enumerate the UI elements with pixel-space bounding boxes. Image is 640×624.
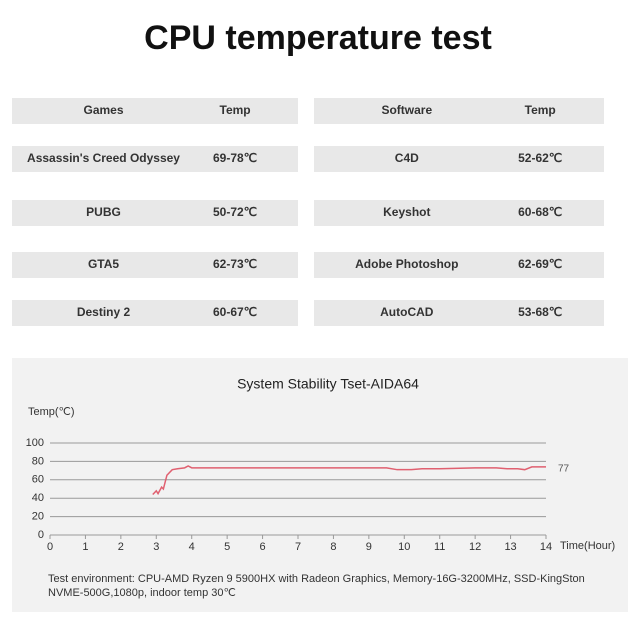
- y-tick-label: 60: [32, 474, 44, 486]
- x-tick-label: 7: [295, 541, 301, 553]
- table-cell: Keyshot: [383, 205, 430, 219]
- y-axis-label: Temp(℃): [28, 406, 75, 418]
- table-cell: 69-78℃: [213, 151, 257, 165]
- x-tick-label: 3: [153, 541, 159, 553]
- x-tick-label: 13: [504, 541, 516, 553]
- chart-title: System Stability Tset-AIDA64: [237, 376, 419, 392]
- table-cell: GTA5: [88, 257, 119, 271]
- table-header: Games: [84, 103, 124, 117]
- y-tick-label: 100: [26, 437, 44, 449]
- table-row: [314, 146, 604, 172]
- table-cell: 60-67℃: [213, 305, 257, 319]
- y-tick-label: 40: [32, 492, 44, 504]
- y-tick-label: 0: [38, 529, 44, 541]
- table-cell: 53-68℃: [518, 305, 562, 319]
- x-tick-label: 4: [189, 541, 195, 553]
- x-tick-label: 1: [82, 541, 88, 553]
- table-header: Software: [381, 103, 432, 117]
- table-row: [12, 98, 298, 124]
- x-tick-label: 11: [434, 541, 445, 553]
- table-cell: Destiny 2: [77, 305, 131, 319]
- table-row: [12, 146, 298, 172]
- table-header: Temp: [220, 103, 251, 117]
- x-tick-label: 10: [398, 541, 410, 553]
- table-row: [12, 252, 298, 278]
- x-tick-label: 9: [366, 541, 372, 553]
- table-row: [12, 300, 298, 326]
- table-cell: C4D: [395, 151, 419, 165]
- x-tick-label: 5: [224, 541, 230, 553]
- table-cell: 50-72℃: [213, 205, 257, 219]
- annotation: 77: [558, 464, 570, 475]
- table-cell: 62-69℃: [518, 257, 562, 271]
- y-tick-label: 80: [32, 455, 44, 467]
- table-cell: AutoCAD: [380, 305, 434, 319]
- table-row: [12, 200, 298, 226]
- x-axis-label: Time(Hour): [560, 540, 615, 552]
- data-line: [152, 465, 546, 496]
- table-row: [314, 252, 604, 278]
- x-tick-label: 12: [469, 541, 481, 553]
- x-tick-label: 8: [330, 541, 336, 553]
- table-row: [314, 200, 604, 226]
- table-cell: Adobe Photoshop: [355, 257, 458, 271]
- table-row: [314, 300, 604, 326]
- table-cell: 62-73℃: [213, 257, 257, 271]
- table-header: Temp: [525, 103, 556, 117]
- x-tick-label: 0: [47, 541, 53, 553]
- test-note: Test environment: CPU-AMD Ryzen 9 5900HX…: [48, 573, 585, 585]
- table-cell: 52-62℃: [518, 151, 562, 165]
- x-tick-label: 2: [118, 541, 124, 553]
- table-cell: PUBG: [86, 205, 121, 219]
- table-cell: 60-68℃: [518, 205, 562, 219]
- test-note: NVME-500G,1080p, indoor temp 30℃: [48, 587, 236, 599]
- y-tick-label: 20: [32, 511, 44, 523]
- table-row: [314, 98, 604, 124]
- x-tick-label: 6: [260, 541, 266, 553]
- page-title: CPU temperature test: [144, 19, 492, 57]
- table-cell: Assassin's Creed Odyssey: [27, 151, 180, 165]
- x-tick-label: 14: [540, 541, 552, 553]
- chart-panel: [12, 358, 628, 612]
